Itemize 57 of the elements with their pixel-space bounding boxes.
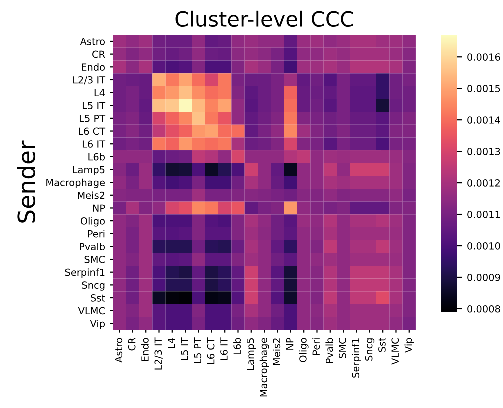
y-tick-label: L2/3 IT	[74, 76, 106, 85]
y-tick-label: L6 IT	[82, 140, 106, 148]
x-tick-label: Serpinf1	[352, 338, 362, 378]
x-tick-label: Oligo	[299, 338, 309, 362]
x-tick-label: Lamp5	[247, 338, 256, 370]
y-tick-label: Vip	[90, 320, 106, 330]
y-tick-label: L6 CT	[79, 128, 106, 136]
x-tick-label: Sst	[378, 338, 386, 352]
color-bar-label: 0.0013	[468, 148, 500, 156]
x-tick-label: Astro	[115, 338, 123, 363]
color-bar-label: 0.0008	[468, 305, 500, 313]
y-tick-label: Astro	[80, 38, 106, 46]
y-tick-label: Serpinf1	[65, 268, 105, 278]
y-tick-label: Sncg	[82, 282, 105, 291]
y-tick-label: Oligo	[80, 217, 106, 227]
x-tick-label: L5 IT	[181, 338, 188, 360]
x-tick-label: Endo	[141, 338, 149, 362]
color-bar-label: 0.0009	[468, 274, 500, 282]
x-tick-label: SMC	[339, 338, 346, 358]
chart-title: Cluster-level CCC	[176, 10, 354, 28]
y-tick-label: L5 IT	[82, 102, 106, 110]
color-bar-label: 0.0012	[468, 180, 500, 187]
x-tick-label: CR	[128, 338, 136, 351]
color-bar-label: 0.0011	[468, 211, 500, 218]
y-tick-label: L6b	[88, 153, 106, 161]
x-tick-label: Sncg	[365, 338, 375, 361]
y-tick-label: Endo	[82, 63, 106, 71]
y-tick-label: L5 PT	[80, 115, 106, 122]
color-bar-label: 0.0016	[468, 54, 500, 61]
x-tick-label: Peri	[312, 338, 320, 355]
y-tick-label: Meis2	[78, 192, 105, 200]
x-tick-label: Pvalb	[326, 338, 334, 364]
y-tick-label: NP	[93, 204, 106, 212]
color-bar-label: 0.0014	[468, 116, 500, 124]
x-tick-label: L6 IT	[220, 338, 228, 360]
y-tick-label: Lamp5	[73, 166, 105, 176]
x-tick-label: L6b	[234, 338, 242, 355]
y-tick-label: Peri	[88, 230, 105, 238]
x-tick-label: Meis2	[273, 338, 281, 366]
x-tick-label: L5 PT	[194, 338, 202, 364]
y-tick-label: SMC	[84, 256, 106, 264]
x-tick-label: VLMC	[392, 338, 400, 365]
y-axis-title: Sender	[17, 140, 36, 223]
y-tick-label: Pvalb	[80, 243, 106, 251]
color-bar-label: 0.0010	[468, 242, 500, 250]
x-tick-label: L2/3 IT	[154, 338, 163, 370]
x-tick-label: L4	[168, 338, 176, 348]
x-tick-label: Macrophage	[260, 338, 270, 397]
color-bar-label: 0.0015	[468, 85, 500, 92]
y-tick-label: VLMC	[78, 307, 106, 315]
x-tick-label: L6 CT	[207, 338, 215, 364]
x-tick-label: Vip	[404, 338, 414, 353]
y-tick-label: CR	[92, 50, 106, 58]
x-tick-label: NP	[286, 338, 294, 350]
y-tick-label: Macrophage	[46, 178, 106, 188]
y-tick-label: Sst	[91, 294, 106, 302]
y-tick-label: L4	[94, 89, 105, 96]
